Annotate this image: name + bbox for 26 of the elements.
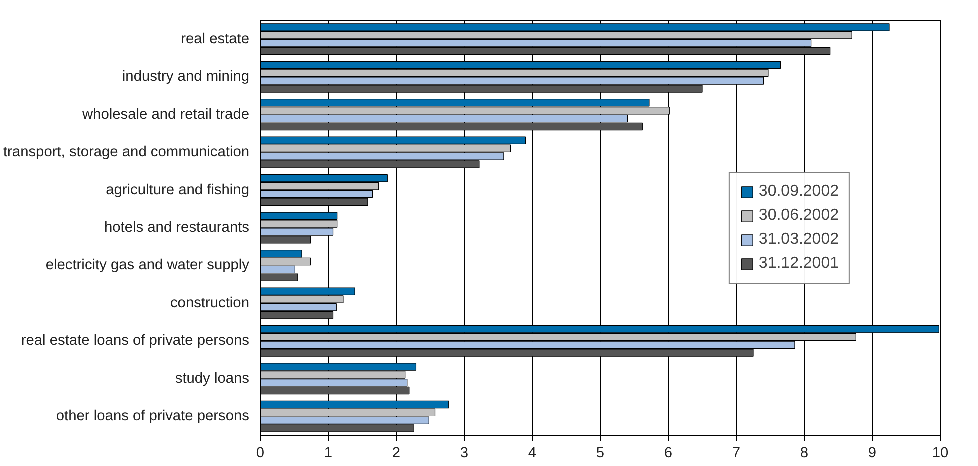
y-tick-label: construction <box>170 295 250 312</box>
x-tick-label: 3 <box>460 446 469 462</box>
x-tick-label: 1 <box>324 446 333 462</box>
y-tick-label: agriculture and fishing <box>106 182 250 198</box>
y-tick-label: wholesale and retail trade <box>81 106 250 123</box>
legend-label: 30.06.2002 <box>758 206 839 224</box>
y-tick-label: transport, storage and communication <box>3 144 250 161</box>
x-tick-label: 5 <box>596 446 605 462</box>
y-tick-label: real estate <box>181 31 250 48</box>
y-tick-label: hotels and restaurants <box>104 220 250 236</box>
y-tick-label: industry and mining <box>122 69 250 86</box>
x-tick-label: 0 <box>256 446 265 462</box>
legend-label: 30.09.2002 <box>758 182 839 200</box>
x-tick-label: 8 <box>800 446 809 462</box>
x-tick-label: 9 <box>868 446 877 462</box>
y-tick-label: other loans of private persons <box>56 408 250 425</box>
y-tick-label: real estate loans of private persons <box>21 333 250 350</box>
y-tick-label: electricity gas and water supply <box>46 258 250 274</box>
legend-label: 31.12.2001 <box>758 254 839 272</box>
x-tick-label: 7 <box>732 446 741 462</box>
legend-label: 31.03.2002 <box>758 230 839 248</box>
y-tick-label: study loans <box>175 370 250 387</box>
x-tick-label: 6 <box>664 446 673 462</box>
x-tick-label: 4 <box>528 446 537 462</box>
x-tick-label: 10 <box>932 446 949 462</box>
x-tick-label: 2 <box>392 446 401 462</box>
